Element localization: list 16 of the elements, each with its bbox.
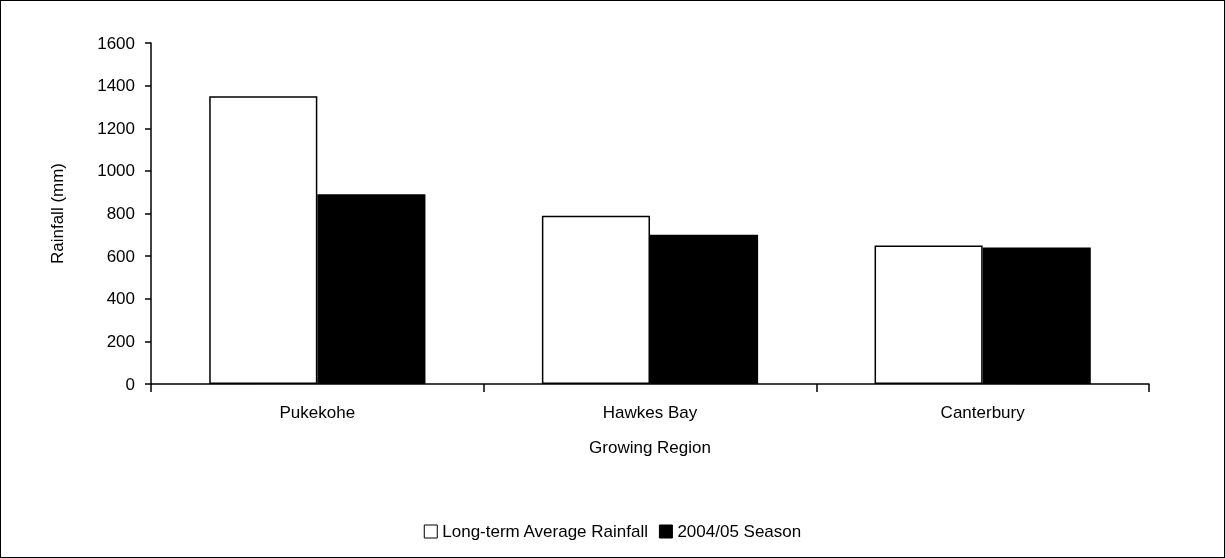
y-tick-label: 800 — [106, 204, 135, 223]
y-axis-title: Rainfall (mm) — [48, 162, 67, 265]
y-tick-label: 1000 — [97, 161, 135, 181]
legend-label: 2004/05 Season — [677, 522, 802, 541]
x-tick-label: Pukekohe — [279, 403, 356, 422]
x-axis-title: Growing Region — [589, 438, 711, 457]
x-tick-label: Hawkes Bay — [602, 403, 698, 422]
y-tick-label: 1400 — [97, 76, 135, 96]
legend-label: Long-term Average Rainfall — [442, 522, 648, 541]
y-tick-label: 400 — [106, 289, 135, 309]
y-tick-label: 1600 — [97, 33, 135, 53]
y-tick-label: 0 — [125, 374, 135, 394]
x-tick-label: Canterbury — [940, 403, 1026, 422]
y-tick-label: 1200 — [97, 118, 135, 138]
y-tick-label: 200 — [106, 331, 135, 351]
y-tick-label: 600 — [106, 246, 135, 266]
